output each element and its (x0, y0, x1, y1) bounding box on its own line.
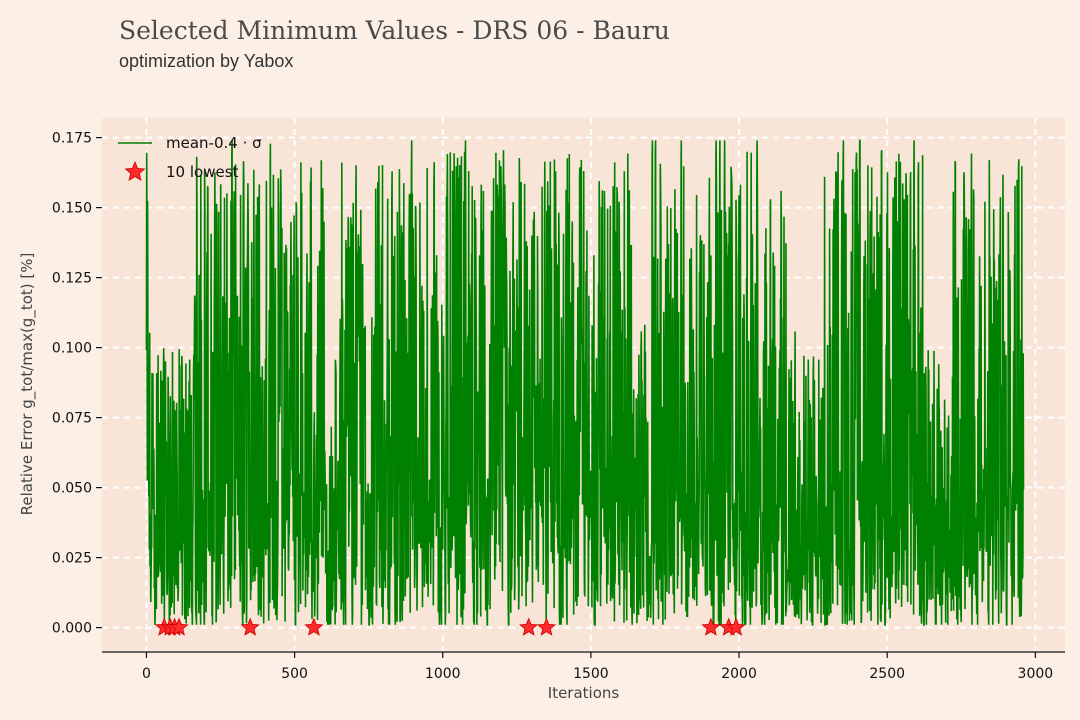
legend-star-swatch (124, 160, 146, 181)
y-tick-label: 0.125 (52, 271, 92, 287)
y-tick-label: 0.050 (52, 481, 92, 497)
y-tick-label: 0.150 (52, 201, 92, 217)
x-tick-label: 2500 (869, 666, 905, 682)
chart-subtitle: optimization by Yabox (119, 51, 294, 71)
x-tick-label: 1500 (573, 666, 609, 682)
y-tick-label: 0.075 (52, 411, 92, 427)
lowest-point-marker (169, 617, 189, 636)
lowest-point-marker (519, 617, 539, 636)
lowest-point-marker (536, 617, 557, 636)
x-axis-title: Iterations (548, 684, 620, 702)
y-tick-label: 0.025 (52, 551, 92, 567)
y-tick-label: 0.000 (52, 621, 92, 637)
lowest-point-marker (240, 617, 260, 636)
chart-title: Selected Minimum Values - DRS 06 - Bauru (119, 16, 670, 45)
legend-label-lowest: 10 lowest (166, 163, 239, 181)
legend-label-mean: mean-0.4 · σ (166, 134, 262, 152)
series-line-mean (145, 139, 1025, 626)
y-tick-label: 0.100 (52, 341, 92, 357)
x-tick-label: 2000 (721, 666, 757, 682)
lowest-point-marker (304, 617, 324, 636)
y-tick-label: 0.175 (52, 131, 92, 147)
x-tick-label: 500 (281, 666, 308, 682)
x-tick-label: 1000 (425, 666, 461, 682)
x-tick-label: 0 (142, 666, 151, 682)
x-tick-label: 3000 (1018, 666, 1054, 682)
lowest-point-marker (701, 617, 721, 636)
y-axis-title: Relative Error g_tot/max(g_tot) [%] (18, 253, 37, 516)
lowest-point-marker (726, 617, 746, 636)
